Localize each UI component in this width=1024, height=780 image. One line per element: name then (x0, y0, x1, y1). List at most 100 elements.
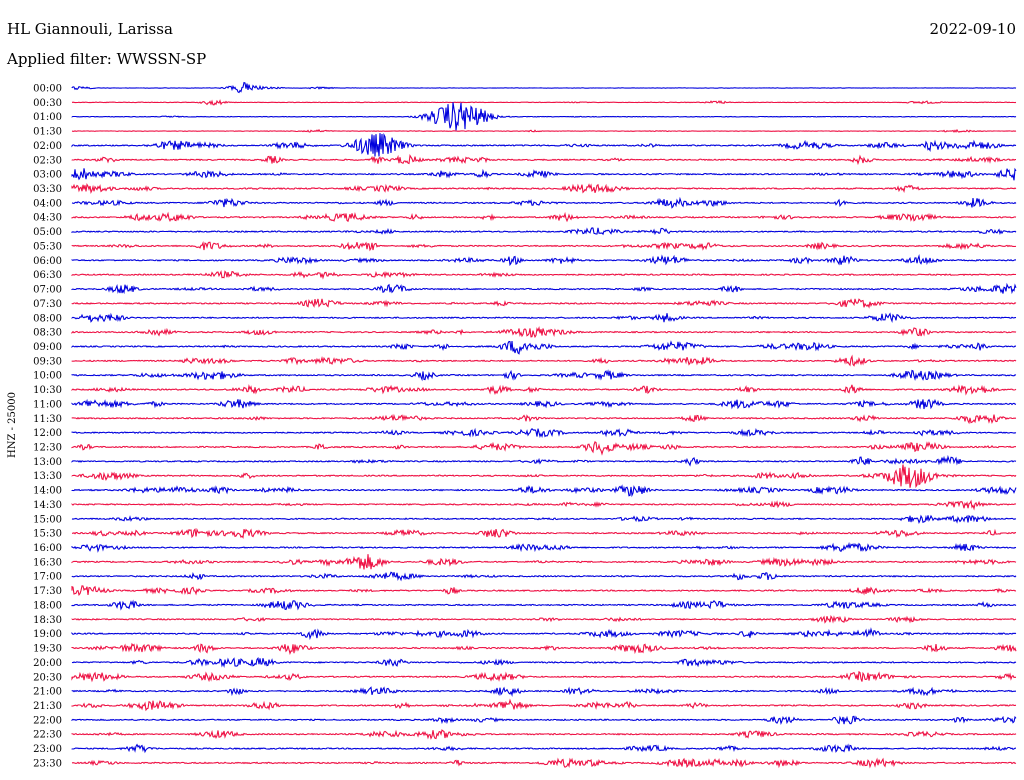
row-time-label: 16:00 (33, 543, 62, 554)
trace-0900 (71, 340, 1017, 355)
row-label-group: 00:00 00:30 01:00 01:30 02:00 02:30 03:00 03:30… (33, 84, 62, 770)
trace-1400 (71, 484, 1017, 498)
trace-0930 (71, 354, 1017, 367)
trace-0100 (71, 102, 1017, 131)
row-time-label: 13:00 (33, 457, 62, 468)
trace-1930 (71, 642, 1017, 656)
row-time-label: 15:30 (33, 529, 62, 540)
trace-group (71, 81, 1017, 769)
trace-0600 (71, 253, 1017, 267)
trace-2030 (71, 670, 1017, 683)
trace-0000 (71, 81, 1017, 94)
row-time-label: 03:30 (33, 184, 62, 195)
row-time-label: 20:30 (33, 672, 62, 683)
row-time-label: 06:00 (33, 256, 62, 267)
station-title: HL Giannouli, Larissa (7, 20, 173, 38)
trace-1230 (71, 441, 1017, 456)
row-time-label: 01:00 (33, 112, 62, 123)
trace-0700 (71, 282, 1017, 295)
trace-2230 (71, 729, 1017, 740)
row-time-label: 19:30 (33, 644, 62, 655)
trace-2130 (71, 698, 1017, 712)
row-time-label: 17:00 (33, 572, 62, 583)
row-time-label: 13:30 (33, 471, 62, 482)
row-time-label: 10:00 (33, 371, 62, 382)
trace-0730 (71, 298, 1017, 309)
trace-2300 (71, 743, 1016, 754)
trace-1200 (71, 427, 1017, 439)
trace-0130 (71, 128, 1017, 133)
trace-0400 (71, 196, 1017, 209)
row-time-label: 23:30 (33, 758, 62, 769)
row-time-label: 15:00 (33, 514, 62, 525)
row-time-label: 18:30 (33, 615, 62, 626)
row-time-label: 11:30 (33, 414, 62, 425)
trace-1100 (71, 398, 1017, 410)
row-time-label: 16:30 (33, 557, 62, 568)
trace-1700 (71, 571, 1017, 582)
row-time-label: 21:00 (33, 687, 62, 698)
row-time-label: 04:00 (33, 198, 62, 209)
trace-1300 (71, 454, 1017, 467)
trace-1530 (71, 527, 1017, 539)
row-time-label: 03:00 (33, 170, 62, 181)
row-time-label: 05:30 (33, 241, 62, 252)
row-time-label: 22:30 (33, 730, 62, 741)
row-time-label: 07:30 (33, 299, 62, 310)
row-time-label: 08:00 (33, 313, 62, 324)
row-time-label: 00:30 (33, 98, 62, 109)
trace-2000 (71, 657, 1017, 668)
trace-1830 (71, 615, 1017, 624)
row-time-label: 01:30 (33, 127, 62, 138)
trace-1600 (71, 541, 1017, 553)
trace-1730 (71, 585, 1017, 596)
row-time-label: 08:30 (33, 328, 62, 339)
row-time-label: 07:00 (33, 285, 62, 296)
row-time-label: 18:00 (33, 600, 62, 611)
trace-2200 (71, 715, 1017, 726)
row-time-label: 23:00 (33, 744, 62, 755)
row-time-label: 11:00 (33, 399, 62, 410)
row-time-label: 20:00 (33, 658, 62, 669)
filter-label: Applied filter: WWSSN-SP (7, 50, 207, 68)
row-time-label: 02:30 (33, 155, 62, 166)
row-time-label: 00:00 (33, 84, 62, 95)
trace-0630 (71, 270, 1017, 280)
y-axis-label: HNZ - 25000 (7, 392, 18, 458)
trace-1900 (71, 627, 1017, 641)
trace-0230 (71, 153, 1016, 166)
trace-0200 (71, 132, 1017, 157)
row-time-label: 12:30 (33, 443, 62, 454)
row-time-label: 19:00 (33, 629, 62, 640)
trace-0830 (71, 325, 1017, 339)
trace-1430 (71, 499, 1017, 511)
trace-0330 (71, 183, 1017, 194)
trace-1330 (71, 464, 1017, 489)
trace-2100 (71, 686, 1016, 697)
trace-2330 (71, 757, 1017, 769)
row-time-label: 17:30 (33, 586, 62, 597)
row-time-label: 09:30 (33, 356, 62, 367)
row-time-label: 10:30 (33, 385, 62, 396)
row-time-label: 14:00 (33, 486, 62, 497)
trace-0500 (71, 227, 1017, 236)
trace-1630 (71, 554, 1017, 570)
trace-1000 (71, 369, 1017, 382)
trace-0530 (71, 240, 1017, 252)
row-time-label: 14:30 (33, 500, 62, 511)
trace-0430 (71, 211, 1017, 223)
row-time-label: 04:30 (33, 213, 62, 224)
trace-0800 (71, 312, 1017, 323)
row-time-label: 02:00 (33, 141, 62, 152)
trace-0300 (71, 167, 1017, 181)
trace-1800 (71, 599, 1017, 611)
row-time-label: 06:30 (33, 270, 62, 281)
trace-1130 (71, 413, 1017, 425)
row-time-label: 05:00 (33, 227, 62, 238)
trace-0030 (71, 99, 1017, 106)
row-time-label: 09:00 (33, 342, 62, 353)
date-label: 2022-09-10 (929, 20, 1016, 38)
row-time-label: 12:00 (33, 428, 62, 439)
